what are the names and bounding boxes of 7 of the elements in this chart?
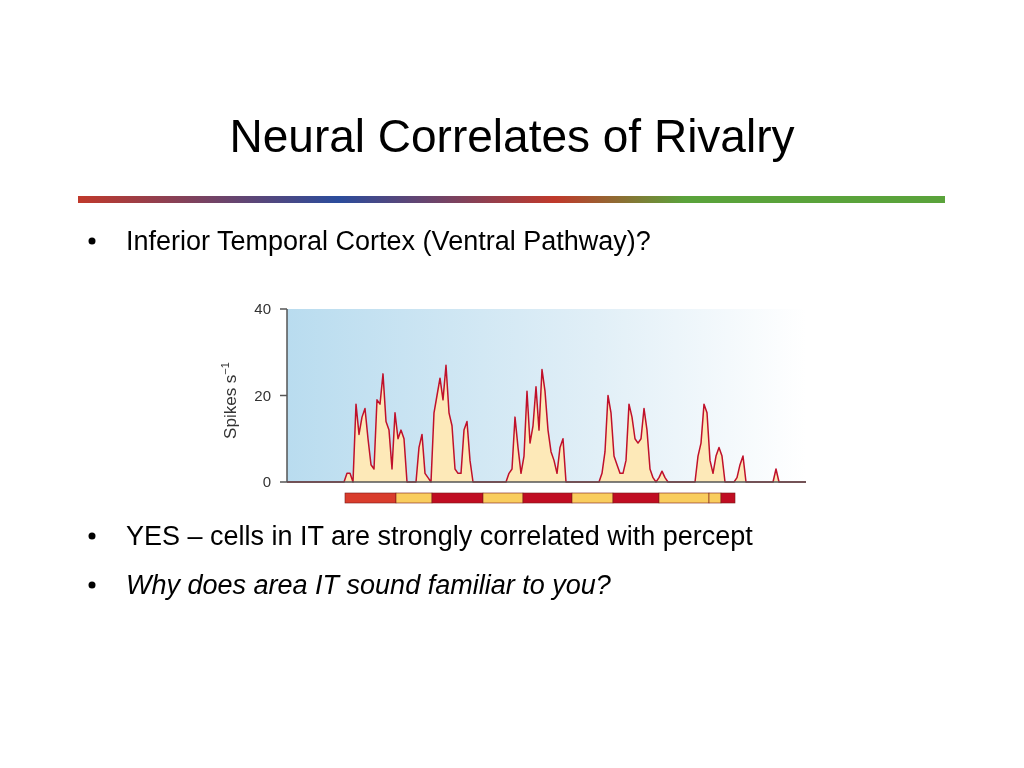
text: Why does area IT sound familiar to you? bbox=[126, 570, 611, 600]
chart-title: Neural Correlates of Rivalry bbox=[229, 110, 795, 162]
text: Inferior Temporal Cortex (Ventral Pathway)? bbox=[126, 226, 651, 256]
y-tick-label: 20 bbox=[254, 386, 271, 404]
y-tick-label: 0 bbox=[262, 473, 271, 490]
y-tick-label: 40 bbox=[254, 300, 271, 317]
text: YES – cells in IT are strongly correlated with percept bbox=[126, 521, 754, 551]
